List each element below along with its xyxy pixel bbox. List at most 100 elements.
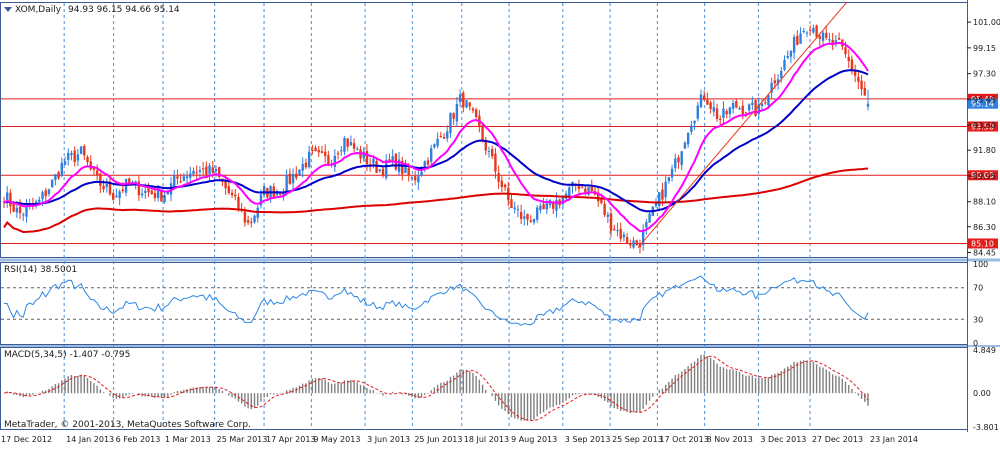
candle-body [105,184,108,188]
candle-body [298,169,301,176]
candle-body [410,177,414,179]
candle-body [140,193,144,196]
candle-body [182,176,186,181]
candle-body [89,161,92,170]
candle-body [25,206,28,217]
candle-body [381,168,385,176]
price-level-tag [968,238,998,249]
candle-body [712,107,716,112]
candle-body [693,120,696,124]
candle-body [295,173,298,178]
candle-body [590,187,593,192]
candle-body [301,163,304,171]
candle-body [352,143,356,149]
candle-body [629,243,632,246]
candle-body [429,148,433,162]
candle-body [796,35,799,45]
candle-body [523,216,526,219]
candle-body [50,179,54,188]
candle-body [198,170,202,172]
candle-body [491,148,494,157]
candle-body [442,136,446,139]
candle-body [519,212,523,219]
candle-body [597,192,600,202]
macd-tick-label: 4.849 [973,346,996,355]
price-tick-label: 97.30 [973,70,996,79]
candle-body [503,184,507,188]
candle-body [160,189,163,202]
candle-body [217,167,221,178]
macd-label: MACD(5,34,5) -1.407 -0.795 [4,350,130,360]
candle-body [211,167,214,173]
candle-body [764,102,767,104]
candle-body [323,151,327,157]
chart-header[interactable]: XOM,Daily 94.93 96.15 94.66 95.14 [4,5,180,15]
candle-body [208,165,211,175]
candle-body [735,101,738,108]
trend-line[interactable] [637,2,847,248]
date-tick-label: 27 Dec 2013 [812,435,863,444]
candle-body [317,149,320,153]
candle-body [253,215,256,223]
candle-body [230,192,234,195]
rsi-panel-frame [0,262,968,345]
rsi-tick-label: 30 [973,315,983,324]
rsi-indicator [1,275,967,326]
candle-body [725,111,728,115]
candle-body [587,187,590,195]
triangle-down-icon[interactable] [4,7,12,12]
candle-body [670,168,674,178]
candle-body [304,162,308,168]
candle-body [147,188,150,193]
price-tick-label: 101.00 [973,18,1000,27]
date-tick-label: 8 Nov 2013 [707,435,753,444]
trend-line-group[interactable] [637,2,847,248]
candle-body [741,105,744,115]
candle-body [346,138,349,147]
date-tick-label: 17 Apr 2013 [266,435,315,444]
price-level-tag [968,121,998,132]
candle-body [526,213,529,220]
date-tick-label: 25 Sep 2013 [612,435,663,444]
candle-body [494,153,497,172]
candle-body [539,205,542,211]
candle-body [532,219,536,223]
candle-body [834,40,838,45]
moving-average-slow [3,167,869,234]
candle-body [635,240,638,246]
candle-body [658,192,661,207]
candle-body [47,189,51,195]
candle-body [349,141,353,146]
price-tick-label: 84.45 [973,249,996,258]
rsi-tick-label: 70 [973,284,983,293]
moving-averages [3,41,869,234]
candle-body [468,102,471,107]
candle-body [365,150,369,164]
date-tick-label: 23 Jan 2014 [870,435,918,444]
candle-body [783,59,786,70]
candle-body [455,103,459,122]
candle-body [333,155,337,167]
candle-body [449,112,452,134]
candle-body [92,166,96,170]
candle-body [15,207,19,213]
candle-body [474,109,478,117]
candle-body [853,69,857,76]
current-price-tag [968,98,998,109]
candle-body [166,191,170,195]
candle-body [224,180,227,189]
candle-body [452,113,455,119]
candle-body [481,125,484,141]
candle-body [722,108,725,118]
candle-body [815,25,818,37]
candle-body [529,220,532,222]
date-tick-label: 3 Jun 2013 [367,435,410,444]
ohlc-label: 94.93 96.15 94.66 95.14 [68,5,180,15]
price-level-label: 90.00 [971,171,994,180]
candle-body [9,192,12,207]
rsi-tick-label: 100 [973,260,988,269]
candle-body [664,181,667,198]
